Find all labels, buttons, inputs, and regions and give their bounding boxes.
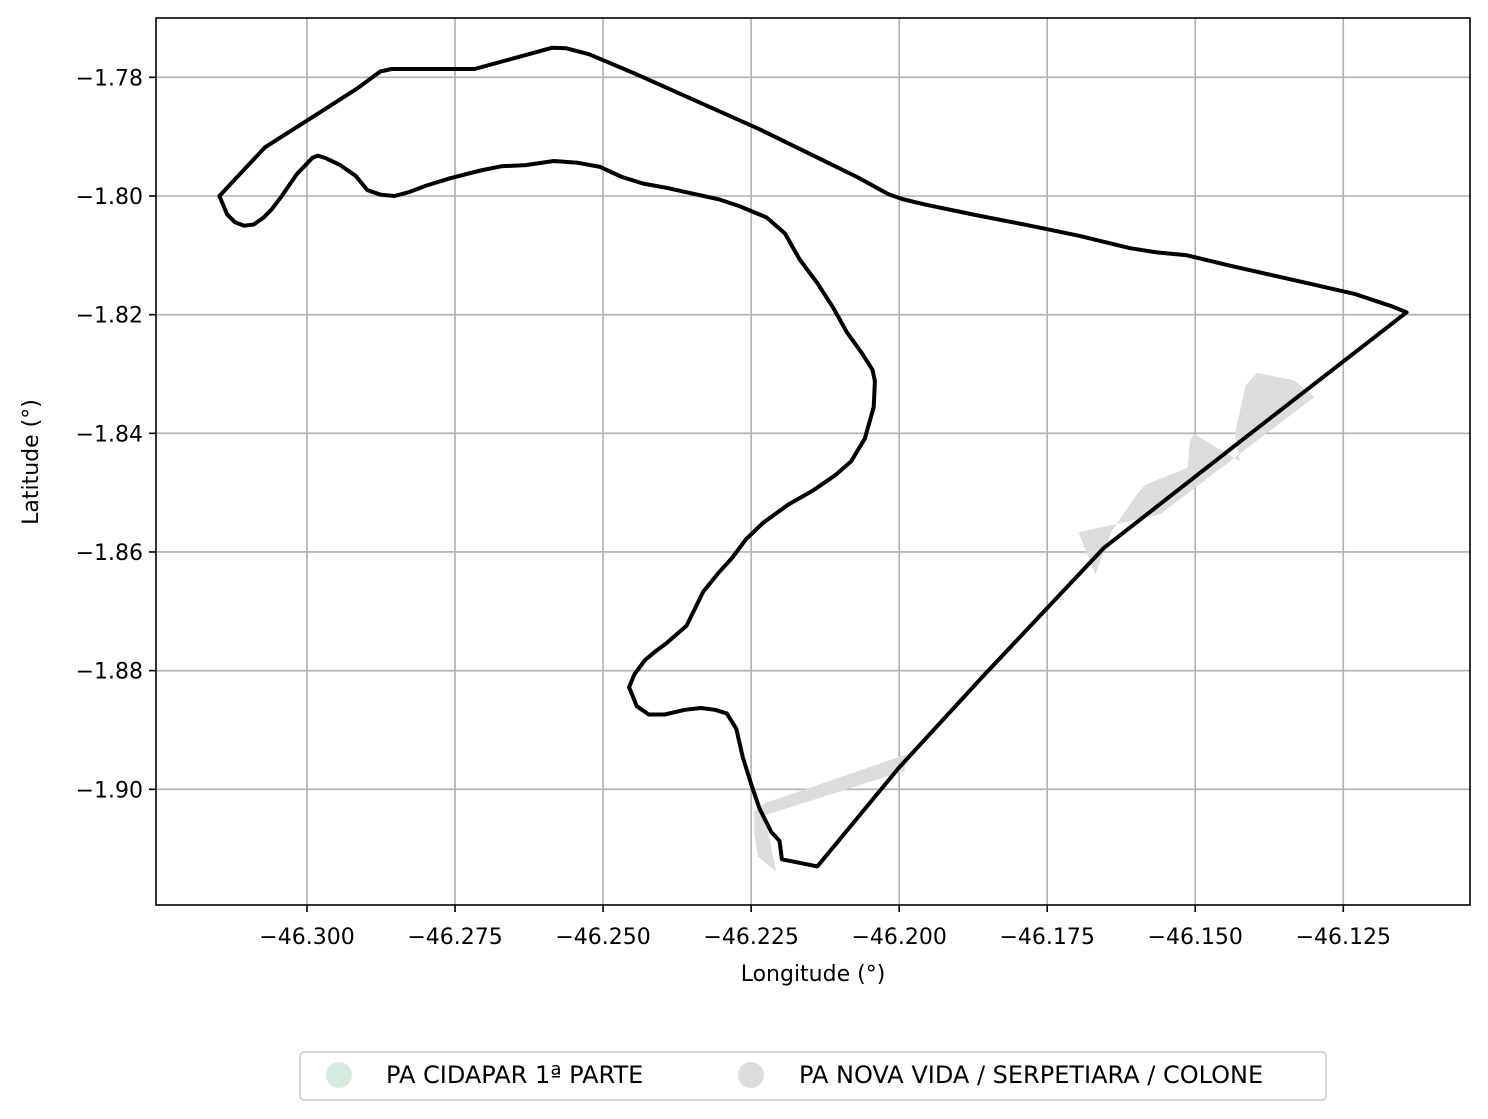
legend-marker-nova-vida [738,1062,764,1088]
y-tick-label: −1.88 [76,660,143,685]
boundary-outline-layer [217,45,1409,869]
y-tick-label: −1.82 [76,304,143,329]
x-tick-label: −46.225 [703,925,798,950]
boundary-outline [217,45,1409,869]
legend-label-cidapar: PA CIDAPAR 1ª PARTE [386,1061,643,1089]
y-axis-title: Latitude (°) [19,399,44,525]
x-axis-title: Longitude (°) [741,962,886,987]
y-tick-label: −1.84 [76,422,143,447]
nova-vida-polygon [754,754,907,872]
axis-ticks: −46.300 −46.275 −46.250 −46.225 −46.200 −46.1… [76,66,1391,950]
plot-frame [155,17,1471,906]
x-tick-label: −46.125 [1296,925,1391,950]
x-tick-label: −46.175 [999,925,1094,950]
y-tick-label: −1.80 [76,185,143,210]
x-tick-label: −46.275 [407,925,502,950]
x-tick-label: −46.200 [851,925,946,950]
y-tick-label: −1.86 [76,541,143,566]
grid-lines [156,18,1470,905]
legend-box [299,1051,1327,1101]
y-tick-label: −1.78 [76,66,143,91]
x-tick-label: −46.150 [1148,925,1243,950]
x-tick-label: −46.250 [555,925,650,950]
x-tick-label: −46.300 [259,925,354,950]
y-tick-label: −1.90 [76,778,143,803]
legend-marker-cidapar [326,1062,352,1088]
legend: PA CIDAPAR 1ª PARTE PA NOVA VIDA / SERPE… [299,1051,1327,1101]
legend-label-nova-vida: PA NOVA VIDA / SERPETIARA / COLONE [799,1061,1263,1089]
